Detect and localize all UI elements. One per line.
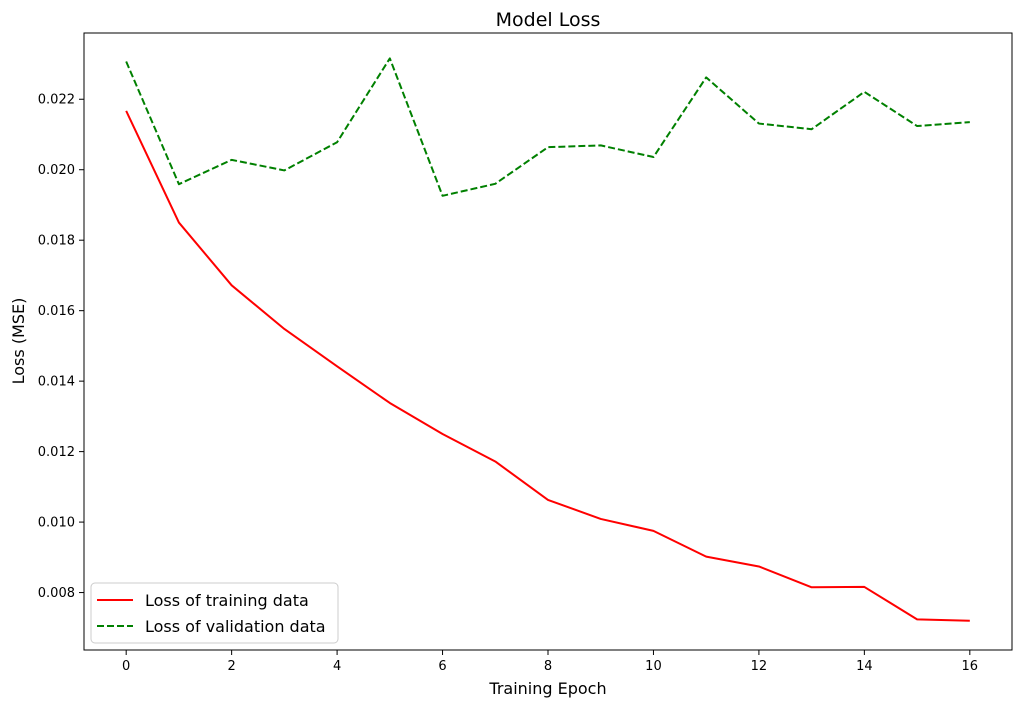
y-tick-label: 0.014 xyxy=(38,375,75,390)
x-tick-label: 10 xyxy=(645,659,662,674)
y-axis-label: Loss (MSE) xyxy=(9,298,28,385)
x-tick-label: 2 xyxy=(227,659,235,674)
legend-label-validation: Loss of validation data xyxy=(145,617,326,636)
legend: Loss of training data Loss of validation… xyxy=(90,582,339,644)
x-tick-label: 16 xyxy=(962,659,979,674)
y-tick-label: 0.020 xyxy=(38,163,75,178)
legend-box xyxy=(90,582,339,644)
series-line-training xyxy=(125,110,970,622)
x-tick-label: 4 xyxy=(333,659,341,674)
y-tick-label: 0.012 xyxy=(38,445,75,460)
y-tick-label: 0.008 xyxy=(38,586,75,601)
x-tick-label: 8 xyxy=(544,659,552,674)
chart-title: Model Loss xyxy=(496,9,601,31)
plot-lines xyxy=(125,57,970,622)
series-line-validation xyxy=(125,57,970,197)
x-tick-label: 14 xyxy=(856,659,873,674)
y-axis-ticks: 0.008 0.010 0.012 0.014 0.016 0.018 0.020 0.022 xyxy=(38,93,84,601)
legend-label-training: Loss of training data xyxy=(145,591,309,610)
x-tick-label: 12 xyxy=(751,659,768,674)
x-tick-label: 0 xyxy=(122,659,130,674)
y-tick-label: 0.022 xyxy=(38,93,75,108)
x-axis-label: Training Epoch xyxy=(488,679,606,698)
x-tick-label: 6 xyxy=(438,659,446,674)
y-tick-label: 0.016 xyxy=(38,304,75,319)
y-tick-label: 0.018 xyxy=(38,234,75,249)
x-axis-ticks: 0 2 4 6 8 10 12 14 16 xyxy=(122,650,978,674)
y-tick-label: 0.010 xyxy=(38,516,75,531)
